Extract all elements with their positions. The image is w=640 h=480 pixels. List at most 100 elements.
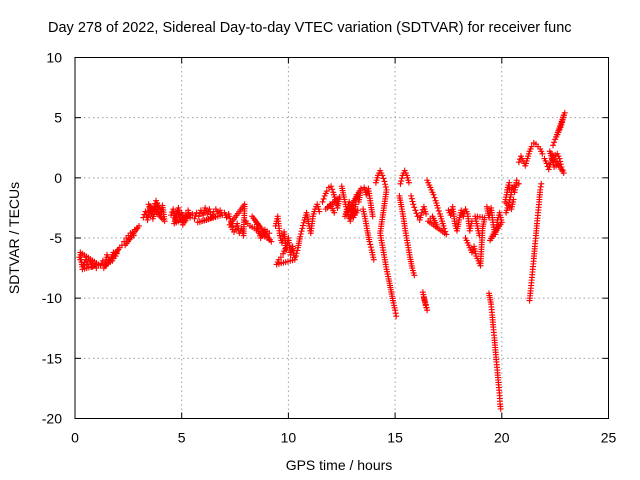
x-tick-label: 20: [494, 430, 510, 446]
y-tick-label: 0: [54, 170, 62, 186]
data-point: [329, 186, 336, 193]
data-point: [130, 232, 137, 239]
data-point: [297, 230, 304, 237]
data-point: [380, 175, 387, 182]
data-point: [367, 241, 374, 248]
x-tick-label: 0: [71, 430, 79, 446]
data-point: [420, 295, 427, 302]
data-point: [206, 206, 213, 213]
data-point: [497, 405, 504, 412]
data-point: [447, 212, 454, 219]
data-point: [434, 204, 441, 211]
data-point: [369, 213, 376, 220]
data-point: [99, 257, 106, 264]
data-point: [381, 178, 388, 185]
data-point: [418, 209, 425, 216]
data-point: [398, 178, 405, 185]
data-point: [316, 208, 323, 215]
data-point: [430, 191, 437, 198]
data-point: [299, 222, 306, 229]
data-point: [331, 209, 338, 216]
data-point: [539, 150, 546, 157]
data-point: [266, 230, 273, 237]
data-point: [413, 210, 420, 217]
data-point: [458, 207, 465, 214]
data-point: [230, 228, 237, 235]
data-point: [382, 181, 389, 188]
data-point: [184, 215, 191, 222]
y-axis-label: SDTVAR / TECUs: [6, 182, 22, 294]
data-points: [76, 109, 568, 412]
data-point: [193, 209, 200, 216]
data-point: [408, 195, 415, 202]
y-tick-label: -5: [50, 230, 63, 246]
data-point: [293, 250, 300, 257]
x-tick-label: 15: [387, 430, 403, 446]
data-point: [423, 210, 430, 217]
data-point: [476, 232, 483, 239]
data-point: [192, 212, 199, 219]
data-point: [393, 313, 400, 320]
data-point: [202, 204, 209, 211]
data-point: [405, 179, 412, 186]
data-point: [414, 213, 421, 220]
data-point: [410, 201, 417, 208]
x-tick-label: 25: [601, 430, 617, 446]
axis-ticks: 0 5 10 15 20 25 -20 -15 -10 -5 0 5 10: [42, 50, 617, 446]
data-point: [158, 208, 165, 215]
chart-title: Day 278 of 2022, Sidereal Day-to-day VTE…: [48, 20, 572, 36]
data-point: [113, 250, 120, 257]
data-point: [409, 198, 416, 205]
x-tick-label: 10: [281, 430, 297, 446]
data-point: [142, 208, 149, 215]
data-point: [495, 222, 502, 229]
data-point: [211, 213, 218, 220]
data-point: [412, 207, 419, 214]
data-point: [557, 124, 564, 131]
data-point: [435, 207, 442, 214]
data-point: [297, 233, 304, 240]
data-point: [298, 228, 305, 235]
data-point: [433, 221, 440, 228]
grid-layer: [75, 57, 609, 419]
y-tick-label: 5: [54, 110, 62, 126]
data-point: [84, 261, 91, 268]
data-point: [294, 247, 301, 254]
data-point: [538, 180, 545, 187]
data-point: [528, 143, 535, 150]
data-point: [550, 142, 557, 149]
data-point: [191, 215, 198, 222]
data-point: [411, 204, 418, 211]
data-point: [431, 194, 438, 201]
data-point: [510, 196, 517, 203]
data-point: [408, 192, 415, 199]
data-point: [363, 191, 370, 198]
data-point: [555, 161, 562, 168]
data-point: [282, 245, 289, 252]
y-tick-label: -15: [42, 350, 62, 366]
data-point: [223, 214, 230, 221]
data-point: [195, 213, 202, 220]
data-point: [468, 249, 475, 256]
data-point: [551, 139, 558, 146]
data-point: [556, 155, 563, 162]
y-tick-label: -10: [42, 290, 62, 306]
y-tick-label: -20: [42, 411, 62, 427]
data-point: [515, 159, 522, 166]
data-point: [370, 256, 377, 263]
data-point: [92, 262, 99, 269]
data-point: [382, 184, 389, 191]
x-axis-label: GPS time / hours: [286, 457, 393, 473]
data-point: [292, 253, 299, 260]
data-point: [354, 207, 361, 214]
data-point: [366, 238, 373, 245]
data-point: [543, 160, 550, 167]
data-point: [397, 180, 404, 187]
data-point: [411, 272, 418, 279]
data-point: [323, 188, 330, 195]
data-point: [328, 183, 335, 190]
y-tick-label: 10: [46, 50, 62, 66]
x-tick-label: 5: [178, 430, 186, 446]
data-point: [277, 254, 284, 261]
